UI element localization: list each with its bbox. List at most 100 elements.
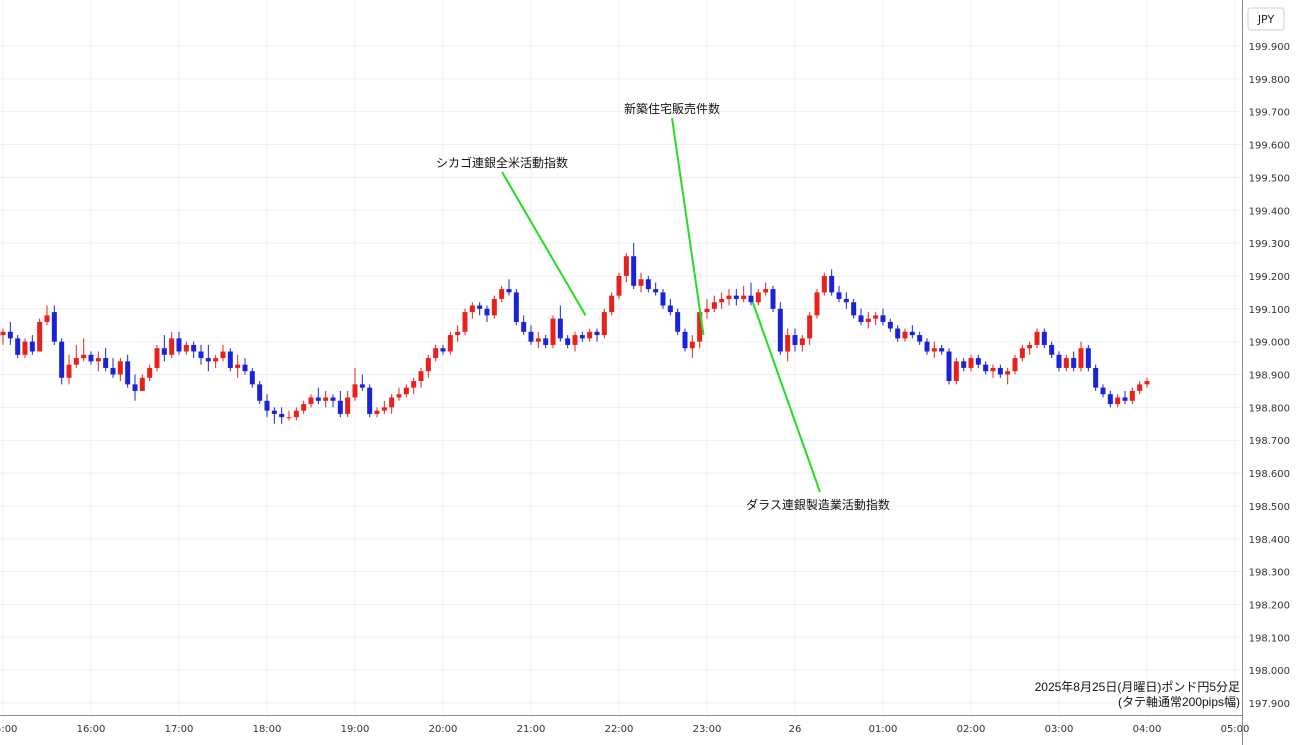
candle-body	[484, 308, 490, 316]
candle	[433, 344, 439, 362]
candle	[1019, 344, 1025, 362]
candle-body	[521, 321, 527, 332]
candle	[169, 331, 175, 359]
candle	[829, 269, 835, 296]
candle	[249, 367, 255, 388]
y-tick-label: 197.900	[1249, 699, 1290, 710]
candle-body	[103, 358, 109, 368]
candle-body	[293, 410, 299, 418]
candle-body	[29, 341, 35, 352]
candle-body	[469, 305, 475, 313]
candle	[528, 325, 534, 345]
candle-body	[73, 358, 79, 365]
candle-body	[249, 371, 255, 385]
candle-body	[572, 335, 578, 345]
candle-body	[535, 338, 541, 342]
candle-body	[550, 318, 556, 345]
candle	[389, 394, 395, 414]
candle	[601, 308, 607, 339]
y-tick-label: 198.400	[1249, 535, 1290, 546]
candle-body	[176, 338, 182, 352]
candle	[469, 302, 475, 319]
candle	[1107, 390, 1113, 408]
candle	[154, 344, 160, 372]
candle-body	[565, 338, 571, 345]
candle	[513, 289, 519, 326]
candle	[1078, 341, 1084, 372]
candle-body	[411, 381, 417, 388]
candle	[455, 325, 461, 342]
y-tick-label: 198.700	[1249, 436, 1290, 447]
candle-body	[381, 407, 387, 411]
candle	[499, 285, 505, 303]
candle-body	[1056, 354, 1062, 368]
candle-body	[836, 292, 842, 299]
candle	[1056, 351, 1062, 372]
currency-label-box[interactable]: JPY	[1247, 7, 1285, 31]
candle	[873, 312, 879, 326]
candle	[213, 354, 219, 368]
candle-body	[227, 351, 233, 368]
candle	[161, 335, 167, 362]
candle-body	[653, 289, 659, 293]
candle	[337, 390, 343, 418]
candle	[257, 381, 263, 405]
candle-body	[689, 341, 695, 349]
annotation-label: シカゴ連銀全米活動指数	[436, 155, 568, 170]
y-tick-label: 199.800	[1249, 75, 1290, 86]
candle	[411, 377, 417, 395]
candle	[286, 410, 292, 421]
candle	[836, 285, 842, 303]
candles-layer	[0, 243, 1150, 424]
candle-body	[858, 315, 864, 322]
candle	[609, 292, 615, 316]
candle	[807, 312, 813, 345]
candle-body	[315, 397, 321, 401]
annotation-label: 新築住宅販売件数	[624, 101, 720, 116]
x-tick-label: 17:00	[165, 724, 194, 735]
candle	[895, 325, 901, 342]
candle-body	[44, 315, 50, 322]
candle-body	[601, 312, 607, 336]
candle-body	[770, 289, 776, 309]
candle-body	[997, 367, 1003, 375]
candle-body	[418, 371, 424, 382]
currency-label: JPY	[1257, 13, 1275, 26]
candle-body	[1100, 387, 1106, 395]
x-tick-label: 05:00	[1221, 724, 1250, 735]
candle-body	[66, 364, 72, 378]
candle-body	[506, 289, 512, 293]
candle	[1100, 384, 1106, 398]
candle-body	[301, 404, 307, 411]
x-tick-label: 01:00	[869, 724, 898, 735]
annotation-leader-line	[501, 171, 587, 316]
candle	[792, 328, 798, 352]
candle-body	[161, 348, 167, 355]
candle-body	[1027, 344, 1033, 349]
candle	[7, 321, 13, 345]
candle	[418, 367, 424, 388]
candle	[1041, 328, 1047, 349]
candle-body	[477, 305, 483, 309]
candle	[975, 354, 981, 368]
y-tick-label: 198.600	[1249, 469, 1290, 480]
candle-body	[814, 292, 820, 316]
candle-body	[425, 358, 431, 372]
candle	[125, 354, 131, 388]
candle	[308, 394, 314, 408]
x-tick-label: 15:00	[0, 724, 17, 735]
candle-body	[1049, 344, 1055, 355]
x-tick-label: 03:00	[1045, 724, 1074, 735]
candle	[763, 282, 769, 296]
candle	[909, 325, 915, 339]
candle-body	[579, 335, 585, 339]
candle	[191, 341, 197, 359]
candle-body	[1115, 397, 1121, 405]
candle	[132, 374, 138, 401]
candle-body	[609, 295, 615, 313]
candle	[110, 358, 116, 378]
candle	[264, 394, 270, 418]
candle	[293, 407, 299, 421]
